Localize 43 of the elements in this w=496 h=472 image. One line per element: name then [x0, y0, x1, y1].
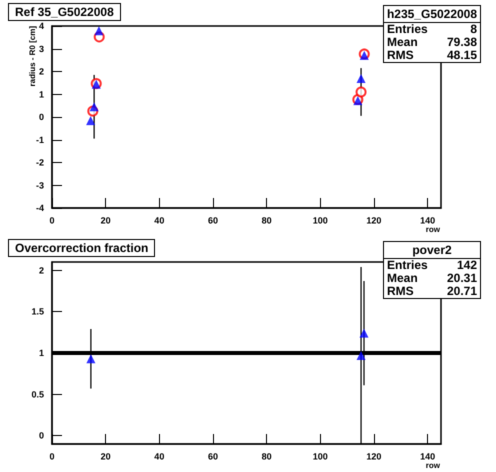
y-tick-label: 1.5 [31, 306, 44, 317]
x-tick-label: 140 [420, 452, 436, 462]
x-tick-label: 80 [262, 452, 272, 462]
y-tick-label: 1 [38, 348, 44, 358]
chart-title: Overcorrection fraction [8, 239, 156, 257]
x-tick-label: 20 [100, 452, 111, 462]
x-tick-label: 0 [49, 216, 55, 226]
x-tick-label: 60 [208, 452, 218, 462]
x-tick-label: 40 [154, 216, 164, 226]
y-tick-label: -4 [36, 203, 44, 213]
x-tick-label: 40 [154, 452, 164, 462]
x-axis-title: row [426, 225, 440, 234]
annotation: Mean [387, 271, 418, 285]
x-tick-label: 60 [208, 216, 218, 226]
chart-title: Ref 35_G5022008 [8, 3, 121, 21]
statistics-box: h235_G5022008 Entries 8 Mean 79.38 RMS 48.15 [383, 5, 481, 63]
y-tick-label: 0.5 [31, 389, 44, 400]
x-tick-label: 80 [262, 216, 272, 226]
x-axis-title: row [426, 461, 440, 470]
y-tick-label: 2 [38, 265, 44, 276]
y-tick-label: 4 [38, 21, 44, 31]
x-tick-label: 120 [366, 216, 382, 226]
y-tick-label: 0 [38, 430, 44, 441]
annotation: Mean [387, 35, 418, 49]
annotation: RMS [387, 284, 414, 298]
annotation: RMS [387, 48, 414, 62]
y-tick-label: 1 [38, 89, 44, 100]
x-tick-label: 100 [312, 452, 328, 462]
y-tick-label: -3 [36, 180, 44, 190]
y-axis-title: radius - R0 [cm] [28, 26, 37, 86]
x-tick-label: 20 [100, 216, 111, 226]
y-tick-label: -1 [36, 134, 44, 145]
x-tick-label: 0 [49, 452, 55, 462]
y-tick-label: 2 [38, 66, 44, 76]
annotation: Entries [387, 258, 428, 272]
x-tick-label: 140 [420, 216, 436, 226]
annotation: Entries [387, 22, 428, 36]
y-tick-label: -2 [36, 158, 44, 168]
x-tick-label: 100 [312, 216, 328, 226]
y-tick-label: 0 [38, 112, 44, 122]
statistics-box: pover2 Entries 142 Mean 20.31 RMS 20.71 [383, 241, 481, 299]
x-tick-label: 120 [366, 452, 382, 462]
y-tick-label: 3 [38, 44, 44, 54]
